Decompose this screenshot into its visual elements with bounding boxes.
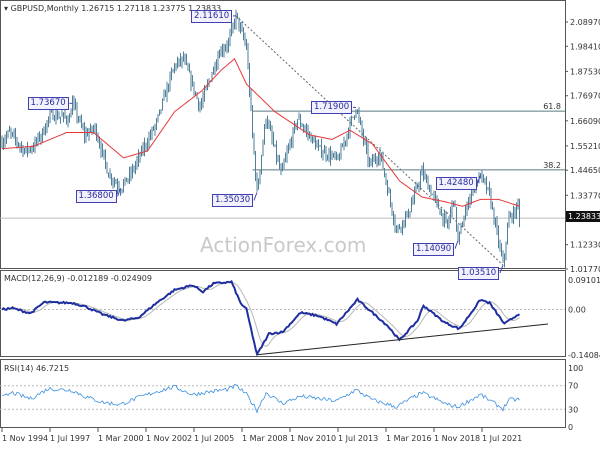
ohlc-values: 1.26715 1.27118 1.23775 1.23833 [81,4,222,13]
symbol-title: GBPUSD,Monthly [10,4,79,13]
y-tick-label: 1.33770 [570,191,600,200]
x-tick-label: 1 Nov 2010 [290,434,336,443]
y-tick-label: 1.98410 [570,42,600,51]
dropdown-triangle-icon[interactable]: ▾ [4,4,9,13]
price-label-connector [454,240,459,249]
x-tick-label: 1 Mar 2016 [386,434,432,443]
rsi-y-tick-label: 30 [568,405,578,414]
watermark: ActionForex.com [200,233,367,257]
macd-y-tick-label: 0.091015 [568,276,600,285]
macd-signal-line [1,281,520,347]
y-tick-label: 1.87530 [570,67,600,76]
rsi-y-tick-label: 70 [568,382,578,391]
macd-trendline [256,323,549,356]
macd-panel-frame [0,270,566,357]
macd-y-tick-label: 0.00 [568,305,586,314]
y-tick-label: 1.66090 [570,117,600,126]
rsi-y-tick-label: 100 [568,364,583,373]
price-label-connector [477,175,481,184]
price-label: 1.36800 [75,190,117,204]
macd-title: MACD(12,26,9) -0.012189 -0.024909 [4,274,152,283]
macd-line [1,279,521,357]
rsi-title: RSI(14) 46.7215 [4,364,70,373]
fib-level-label: 61.8 [543,102,561,111]
y-tick-label: 1.55210 [570,142,600,151]
x-tick-label: 1 Jul 2013 [338,434,378,443]
y-tick-label: 1.76970 [570,92,600,101]
chart-header: ▾ GBPUSD,Monthly 1.26715 1.27118 1.23775… [4,4,221,13]
x-tick-label: 1 Nov 1994 [2,434,48,443]
x-tick-label: 1 Mar 2008 [242,434,288,443]
x-tick-label: 1 Jul 2005 [194,434,234,443]
price-label: 1.03510 [458,266,500,280]
price-label: 1.42480 [435,177,477,191]
y-tick-label: 2.08970 [570,18,600,27]
current-price-label: 1.23833 [566,211,600,222]
y-tick-label: 1.44650 [570,166,600,175]
price-label-connector [253,192,258,201]
price-label: 1.14090 [413,242,455,256]
price-label: 1.73670 [27,97,69,111]
moving-average-line [1,57,520,207]
x-tick-label: 1 Nov 2002 [146,434,192,443]
price-trendline [235,15,504,266]
rsi-y-tick-label: 0 [568,423,573,432]
rsi-panel-frame [0,359,566,428]
price-label: 1.35030 [212,194,254,208]
price-panel-frame [0,0,566,269]
fib-level-label: 38.2 [543,161,561,170]
y-tick-label: 1.12330 [570,241,600,250]
x-tick-label: 1 Jul 2021 [482,434,522,443]
x-tick-label: 1 Mar 2000 [98,434,144,443]
price-label: 2.11610 [191,9,233,23]
rsi-line [1,384,520,414]
price-label-connector [117,188,121,197]
price-label-connector [499,264,504,274]
x-tick-label: 1 Jul 1997 [50,434,90,443]
macd-y-tick-label: -0.140843 [568,351,600,360]
y-tick-label: 1.01770 [570,265,600,274]
x-tick-label: 1 Nov 2018 [434,434,480,443]
price-label: 1.71900 [311,101,353,115]
